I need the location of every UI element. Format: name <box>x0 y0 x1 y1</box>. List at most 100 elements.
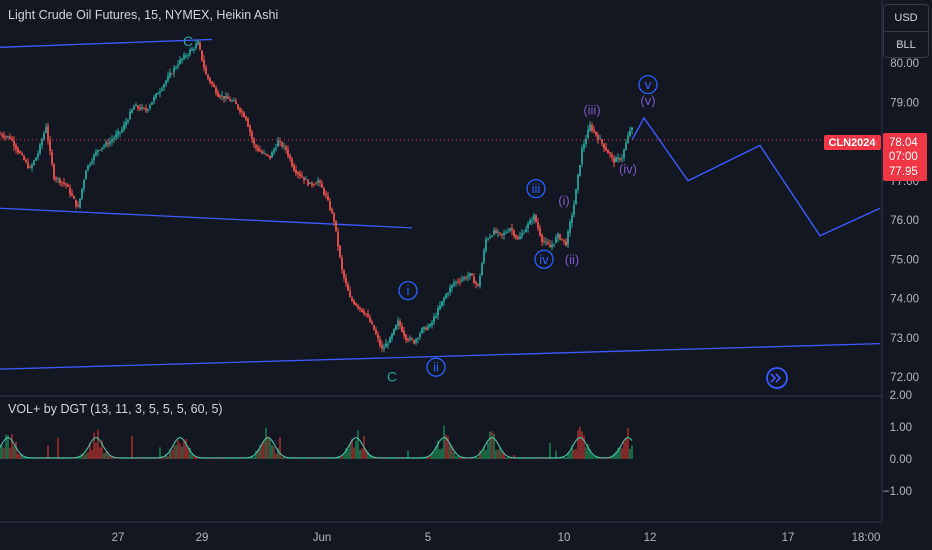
volume-bar <box>615 451 617 459</box>
candle-body <box>201 50 203 61</box>
candle-body <box>503 232 505 236</box>
wave-projection-path[interactable] <box>631 116 881 237</box>
volume-indicator-title[interactable]: VOL+ by DGT (13, 11, 3, 5, 5, 5, 60, 5) <box>8 402 223 416</box>
candle-body <box>567 231 569 245</box>
candle-body <box>143 107 145 109</box>
scroll-to-realtime-icon[interactable] <box>766 367 788 389</box>
scroll-to-realtime-button[interactable] <box>766 367 788 389</box>
candle-body <box>619 158 621 160</box>
volume-bar <box>567 453 569 459</box>
volume-bar <box>251 455 253 459</box>
volume-bar <box>521 458 523 459</box>
wave-label[interactable]: C <box>387 369 397 385</box>
volume-bar <box>431 453 433 459</box>
volume-bar <box>277 448 279 459</box>
candle-body <box>615 157 617 163</box>
price-tick-label: 75.00 <box>890 254 919 266</box>
wave-label[interactable]: (iii) <box>583 103 600 118</box>
volume-bar <box>461 456 463 459</box>
candle-body <box>451 284 453 289</box>
currency-label[interactable]: USD <box>894 12 918 24</box>
volume-bar <box>455 455 457 459</box>
volume-bar <box>23 457 25 459</box>
trendline[interactable] <box>0 342 881 370</box>
wave-label[interactable]: (v) <box>640 93 655 108</box>
candle-body <box>209 78 211 83</box>
candle-body <box>199 42 201 50</box>
wave-label[interactable]: i <box>407 283 410 298</box>
candle-body <box>425 327 427 330</box>
volume-bar <box>527 458 529 459</box>
time-tick-label: 27 <box>112 532 125 544</box>
currency-unit-selector[interactable]: USD BLL <box>883 4 929 58</box>
volume-bar <box>71 458 73 459</box>
volume-bar <box>253 456 255 459</box>
wave-label[interactable]: v <box>645 77 652 92</box>
candle-body <box>363 311 365 315</box>
volume-bar <box>163 457 165 459</box>
candle-body <box>153 97 155 102</box>
unit-label[interactable]: BLL <box>896 39 916 51</box>
volume-bar <box>609 457 611 459</box>
trendline[interactable] <box>0 207 413 229</box>
volume-bar <box>249 457 251 459</box>
volume-bar <box>441 448 443 459</box>
candle-body <box>431 322 433 325</box>
wave-label[interactable]: ii <box>433 360 439 375</box>
volume-bar <box>617 447 619 459</box>
volume-bar <box>183 440 185 459</box>
wave-label[interactable]: C <box>183 33 193 49</box>
candle-body <box>369 317 371 323</box>
candle-body <box>65 183 67 185</box>
volume-bar <box>575 449 577 459</box>
candle-body <box>1 134 3 137</box>
candle-body <box>599 138 601 140</box>
candle-body <box>25 160 27 162</box>
wave-label[interactable]: (iv) <box>619 161 637 176</box>
price-axis[interactable]: 80.0079.0078.0077.0076.0075.0074.0073.00… <box>881 0 919 522</box>
volume-bar <box>165 453 167 459</box>
wave-label[interactable]: (i) <box>558 193 570 208</box>
candle-body <box>247 118 249 127</box>
volume-bar <box>135 458 137 459</box>
volume-bar <box>257 449 259 459</box>
candle-body <box>165 80 167 84</box>
candle-body <box>27 162 29 169</box>
candle-body <box>83 180 85 189</box>
candle-body <box>473 276 475 284</box>
candle-body <box>19 151 21 154</box>
volume-bar <box>61 458 63 459</box>
candle-body <box>625 142 627 151</box>
candle-body <box>35 157 37 161</box>
volume-bar <box>181 446 183 459</box>
wave-label[interactable]: (ii) <box>565 252 579 267</box>
volume-bar <box>451 445 453 459</box>
candle-body <box>141 106 143 109</box>
wave-label[interactable]: iii <box>532 181 541 196</box>
candle-body <box>489 236 491 239</box>
wave-label[interactable]: iv <box>539 252 549 267</box>
candle-body <box>193 48 195 50</box>
candle-body <box>587 129 589 139</box>
volume-bar <box>115 458 117 459</box>
volume-bar <box>89 442 91 459</box>
candle-body <box>437 308 439 316</box>
volume-bar <box>267 436 269 459</box>
candle-body <box>543 240 545 242</box>
volume-bar <box>427 456 429 459</box>
candle-body <box>319 180 321 183</box>
volume-bar <box>215 458 217 459</box>
candle-body <box>67 184 69 187</box>
candle-body <box>605 147 607 151</box>
volume-bar <box>193 455 195 459</box>
time-axis[interactable]: 27 29 Jun 5 10 12 17 18:00 <box>0 521 882 544</box>
candle-body <box>91 161 93 164</box>
candle-body <box>293 165 295 171</box>
candle-body <box>17 148 19 153</box>
trendline[interactable] <box>0 38 213 48</box>
volume-bar <box>107 453 109 459</box>
price-tick-label: 73.00 <box>890 333 919 345</box>
candle-body <box>241 111 243 113</box>
